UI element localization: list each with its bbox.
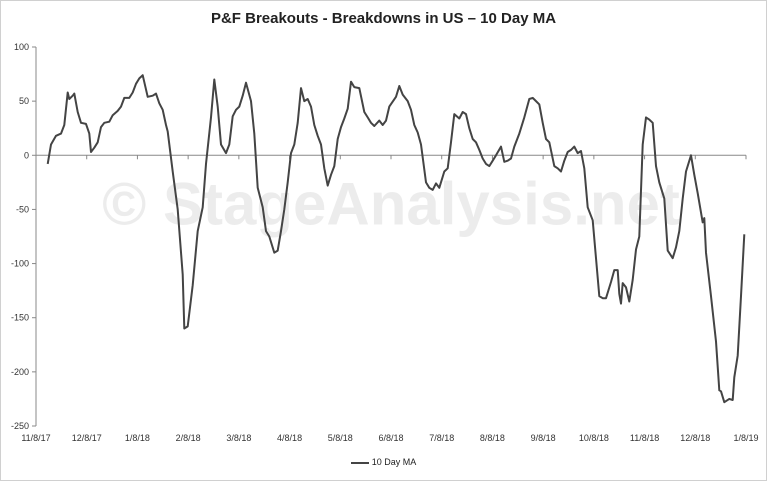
y-tick-label: -50 bbox=[16, 204, 29, 214]
x-tick-label: 1/8/18 bbox=[125, 433, 150, 443]
x-tick-label: 11/8/17 bbox=[21, 433, 50, 443]
legend: 10 Day MA bbox=[0, 457, 767, 467]
x-tick-label: 9/8/18 bbox=[531, 433, 556, 443]
y-tick-label: 0 bbox=[24, 150, 29, 160]
x-tick-label: 10/8/18 bbox=[579, 433, 609, 443]
x-tick-label: 3/8/18 bbox=[226, 433, 251, 443]
x-tick-label: 2/8/18 bbox=[176, 433, 201, 443]
chart-title: P&F Breakouts - Breakdowns in US – 10 Da… bbox=[210, 10, 557, 27]
series-group bbox=[46, 74, 746, 404]
y-tick-label: 50 bbox=[19, 96, 29, 106]
y-axis: 100 50 0 -50 -100 -150 -200 -250 bbox=[11, 42, 37, 431]
x-tick-label: 7/8/18 bbox=[429, 433, 454, 443]
series-line bbox=[46, 74, 746, 404]
x-tick-label: 6/8/18 bbox=[378, 433, 403, 443]
x-tick-label: 8/8/18 bbox=[480, 433, 505, 443]
y-tick-label: -250 bbox=[11, 421, 29, 431]
x-tick-label: 4/8/18 bbox=[277, 433, 302, 443]
y-tick-label: -200 bbox=[11, 367, 29, 377]
x-axis: 11/8/17 12/8/17 1/8/18 2/8/18 3/8/18 4/8/18 5/… bbox=[21, 154, 759, 443]
y-tick-label: 100 bbox=[14, 42, 29, 52]
y-tick-label: -150 bbox=[11, 313, 29, 323]
y-tick-label: -100 bbox=[11, 259, 29, 269]
legend-label: 10 Day MA bbox=[371, 457, 417, 467]
x-tick-label: 12/8/17 bbox=[72, 433, 102, 443]
legend-swatch bbox=[350, 461, 369, 464]
x-tick-label: 11/8/18 bbox=[630, 433, 659, 443]
x-tick-label: 12/8/18 bbox=[680, 433, 710, 443]
x-tick-label: 5/8/18 bbox=[328, 433, 353, 443]
x-tick-label: 1/8/19 bbox=[733, 433, 758, 443]
